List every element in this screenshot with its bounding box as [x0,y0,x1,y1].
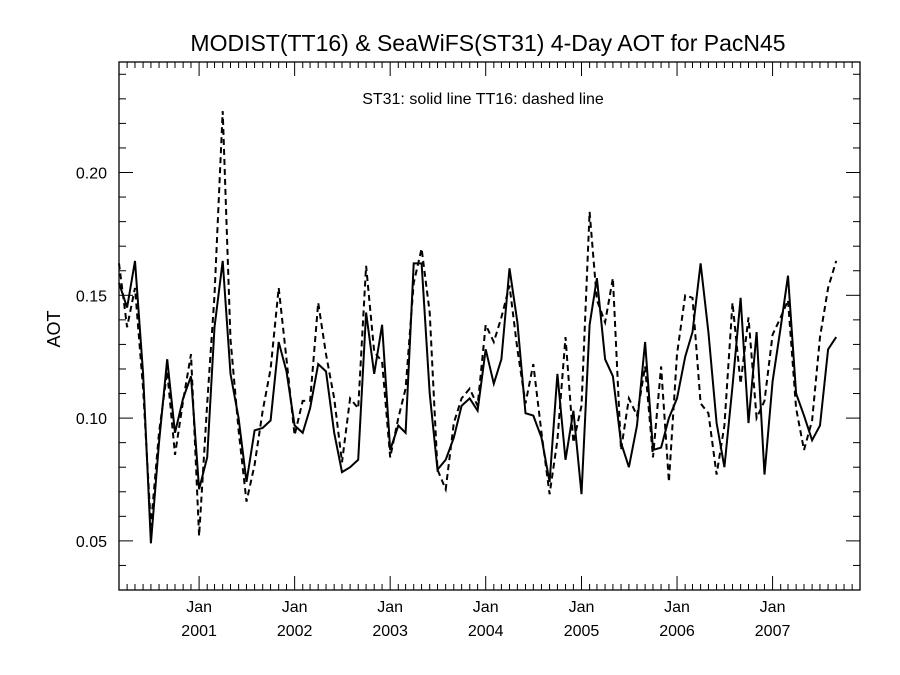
x-tick-label-month: Jan [377,599,403,616]
y-axis-label: AOT [44,310,64,347]
axis-tick-labels: 0.05 0.10 0.15 0.20 Jan 2001 Jan 2002 Jan 2003 Jan… [76,166,791,640]
series-line-tt16 [118,111,838,537]
chart-title: MODIST(TT16) & SeaWiFS(ST31) 4-Day AOT f… [190,30,785,56]
y-tick-label: 0.15 [76,288,107,305]
y-tick-label: 0.20 [76,166,107,183]
plot-frame [118,61,861,591]
x-tick-label-year: 2007 [755,623,791,640]
x-tick-label-month: Jan [569,599,595,616]
x-tick-label-year: 2002 [277,623,313,640]
y-tick-label: 0.05 [76,534,107,551]
x-tick-label-year: 2004 [468,623,504,640]
series-annotation: ST31: solid line TT16: dashed line [362,91,604,108]
y-tick-label: 0.10 [76,411,107,428]
x-tick-label-year: 2005 [564,623,600,640]
x-tick-label-year: 2001 [181,623,217,640]
x-tick-label-year: 2006 [659,623,695,640]
x-tick-label-month: Jan [282,599,308,616]
series-line-st31 [118,260,838,544]
axis-ticks [119,62,860,591]
series-lines [118,111,838,544]
x-tick-label-month: Jan [186,599,212,616]
x-tick-label-month: Jan [760,599,786,616]
x-tick-label-year: 2003 [372,623,408,640]
x-tick-label-month: Jan [473,599,499,616]
x-tick-label-month: Jan [664,599,690,616]
